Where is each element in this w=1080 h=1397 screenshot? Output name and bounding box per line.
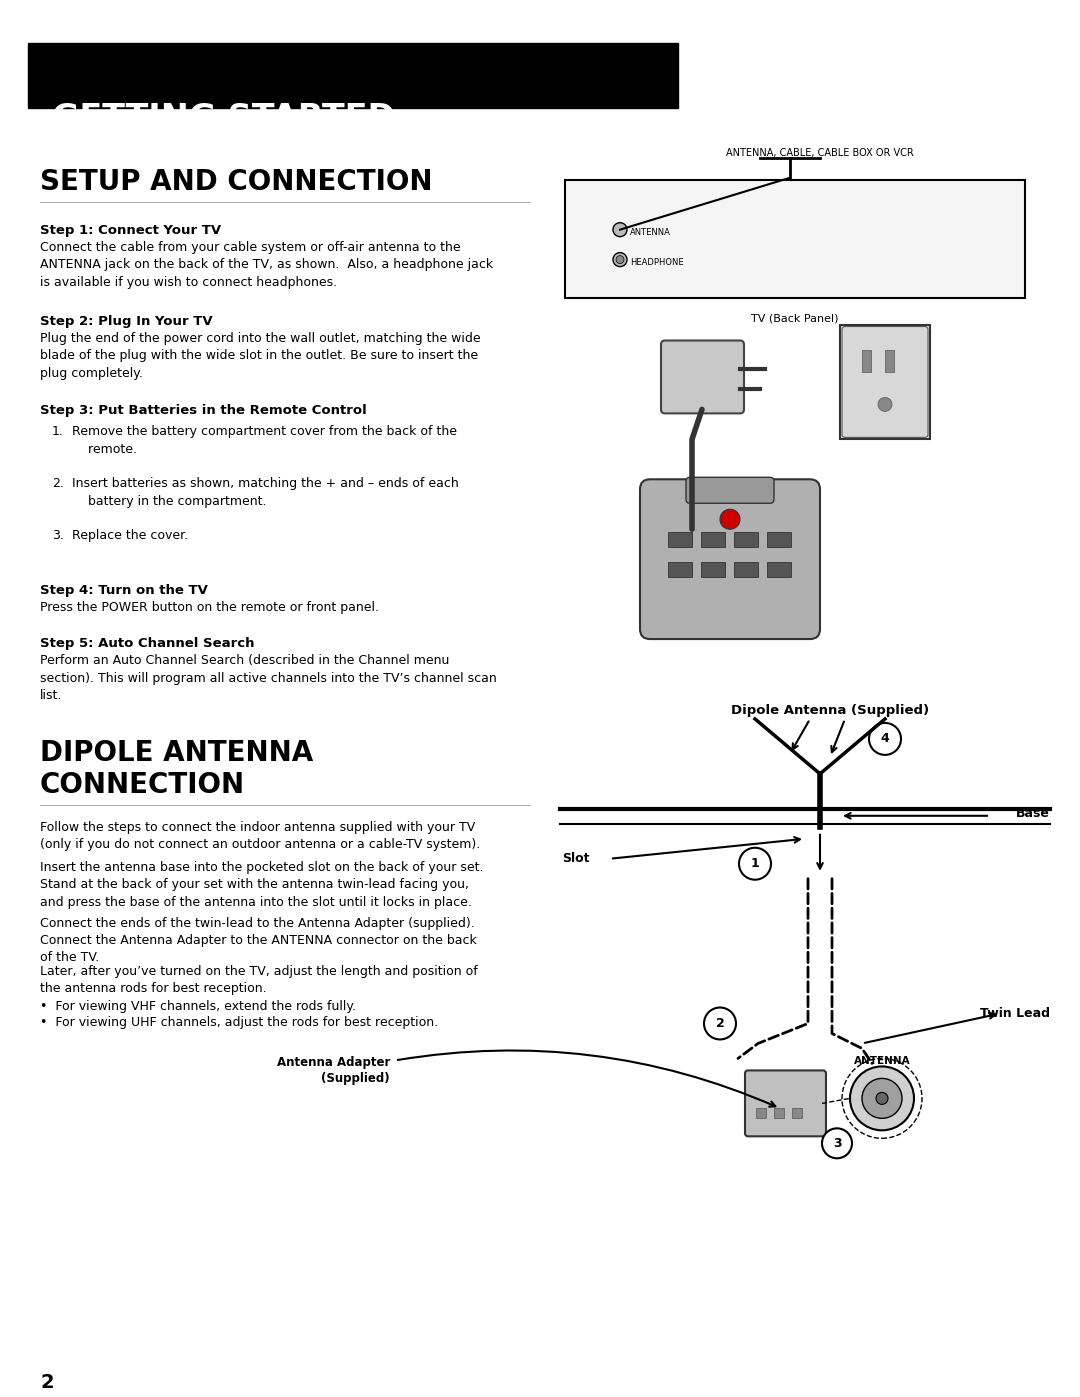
Text: Replace the cover.: Replace the cover.: [72, 529, 188, 542]
FancyBboxPatch shape: [842, 327, 928, 437]
Bar: [701, 562, 725, 577]
Text: Step 1: Connect Your TV: Step 1: Connect Your TV: [40, 224, 221, 236]
Text: 3.: 3.: [52, 529, 64, 542]
Text: GETTING STARTED: GETTING STARTED: [52, 102, 395, 136]
Bar: [840, 324, 930, 439]
Bar: [669, 562, 692, 577]
Text: 2: 2: [716, 1017, 725, 1030]
Text: Step 5: Auto Channel Search: Step 5: Auto Channel Search: [40, 637, 255, 650]
Text: Remove the battery compartment cover from the back of the
    remote.: Remove the battery compartment cover fro…: [72, 425, 457, 455]
Text: 4: 4: [880, 732, 889, 746]
Text: Antenna Adapter: Antenna Adapter: [276, 1056, 390, 1070]
Bar: [792, 1108, 802, 1119]
Circle shape: [862, 1078, 902, 1119]
Bar: [767, 532, 791, 548]
Text: •  For viewing VHF channels, extend the rods fully.: • For viewing VHF channels, extend the r…: [40, 999, 356, 1013]
Bar: [885, 351, 894, 373]
Circle shape: [720, 510, 740, 529]
Circle shape: [822, 1129, 852, 1158]
Text: SETUP AND CONNECTION: SETUP AND CONNECTION: [40, 168, 432, 196]
Text: ANTENNA: ANTENNA: [853, 1056, 910, 1066]
FancyBboxPatch shape: [745, 1070, 826, 1136]
Bar: [701, 532, 725, 548]
Text: CONNECTION: CONNECTION: [40, 771, 245, 799]
Text: Insert the antenna base into the pocketed slot on the back of your set.
Stand at: Insert the antenna base into the pockete…: [40, 861, 484, 908]
Circle shape: [878, 397, 892, 411]
Circle shape: [616, 256, 624, 264]
Text: HEADPHONE: HEADPHONE: [630, 258, 684, 267]
Text: Perform an Auto Channel Search (described in the Channel menu
section). This wil: Perform an Auto Channel Search (describe…: [40, 654, 497, 703]
FancyBboxPatch shape: [640, 479, 820, 638]
Text: 1: 1: [751, 858, 759, 870]
Text: ANTENNA, CABLE, CABLE BOX OR VCR: ANTENNA, CABLE, CABLE BOX OR VCR: [726, 148, 914, 158]
Bar: [669, 532, 692, 548]
Text: Plug the end of the power cord into the wall outlet, matching the wide
blade of : Plug the end of the power cord into the …: [40, 331, 481, 380]
FancyBboxPatch shape: [661, 341, 744, 414]
Text: Connect the ends of the twin-lead to the Antenna Adapter (supplied).: Connect the ends of the twin-lead to the…: [40, 916, 475, 929]
Text: Later, after you’ve turned on the TV, adjust the length and position of
the ante: Later, after you’ve turned on the TV, ad…: [40, 964, 477, 995]
Bar: [565, 180, 1025, 298]
Bar: [862, 351, 870, 373]
Text: 1.: 1.: [52, 425, 64, 439]
Text: Slot: Slot: [562, 852, 590, 865]
Text: Twin Lead: Twin Lead: [980, 1007, 1050, 1020]
Text: Connect the cable from your cable system or off-air antenna to the
ANTENNA jack : Connect the cable from your cable system…: [40, 240, 494, 289]
Text: 3: 3: [833, 1137, 841, 1150]
Text: TV (Back Panel): TV (Back Panel): [752, 313, 839, 324]
Bar: [774, 1108, 784, 1119]
Text: 2.: 2.: [52, 478, 64, 490]
Text: Dipole Antenna (Supplied): Dipole Antenna (Supplied): [731, 704, 929, 717]
Text: ANTENNA: ANTENNA: [630, 228, 671, 237]
Text: 2: 2: [40, 1373, 54, 1391]
Text: (Supplied): (Supplied): [322, 1073, 390, 1085]
Text: •  For viewing UHF channels, adjust the rods for best reception.: • For viewing UHF channels, adjust the r…: [40, 1017, 438, 1030]
Circle shape: [613, 253, 627, 267]
FancyBboxPatch shape: [686, 478, 774, 503]
Text: Follow the steps to connect the indoor antenna supplied with your TV
(only if yo: Follow the steps to connect the indoor a…: [40, 821, 481, 851]
Text: Press the POWER button on the remote or front panel.: Press the POWER button on the remote or …: [40, 601, 379, 615]
Text: Step 3: Put Batteries in the Remote Control: Step 3: Put Batteries in the Remote Cont…: [40, 404, 367, 418]
Circle shape: [739, 848, 771, 880]
Text: Step 4: Turn on the TV: Step 4: Turn on the TV: [40, 584, 207, 597]
Bar: [756, 1108, 766, 1119]
Circle shape: [613, 222, 627, 236]
Circle shape: [850, 1066, 914, 1130]
Circle shape: [876, 1092, 888, 1105]
Bar: [767, 562, 791, 577]
Text: Step 2: Plug In Your TV: Step 2: Plug In Your TV: [40, 314, 213, 327]
Text: Base: Base: [1016, 807, 1050, 820]
Circle shape: [704, 1007, 735, 1039]
Bar: [28, 43, 678, 108]
Text: Insert batteries as shown, matching the + and – ends of each
    battery in the : Insert batteries as shown, matching the …: [72, 478, 459, 507]
Text: DIPOLE ANTENNA: DIPOLE ANTENNA: [40, 739, 313, 767]
Circle shape: [869, 722, 901, 754]
Bar: [734, 532, 758, 548]
Bar: [734, 562, 758, 577]
Text: Connect the Antenna Adapter to the ANTENNA connector on the back
of the TV.: Connect the Antenna Adapter to the ANTEN…: [40, 933, 476, 964]
